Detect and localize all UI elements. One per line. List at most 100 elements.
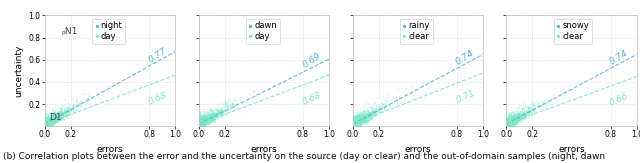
Point (90, 96, 100, 99)
Point (61, 107, 71, 110)
Point (502, 117, 512, 119)
Point (518, 117, 528, 120)
Point (204, 116, 214, 118)
Point (195, 119, 205, 122)
Point (351, 125, 361, 128)
Point (349, 123, 359, 125)
Point (364, 114, 374, 117)
Point (65, 110, 76, 113)
Point (503, 119, 513, 122)
Point (514, 118, 524, 121)
Point (42, 119, 52, 122)
Point (44, 120, 54, 123)
Point (58, 112, 68, 115)
Point (506, 123, 516, 126)
Point (196, 122, 207, 124)
Point (437, 66, 447, 68)
Point (205, 118, 216, 121)
Point (349, 121, 359, 124)
Point (508, 119, 518, 121)
Point (348, 117, 358, 120)
Point (515, 116, 525, 118)
Point (506, 121, 516, 124)
Point (508, 125, 518, 127)
Point (202, 114, 212, 117)
Point (353, 119, 363, 122)
Point (205, 115, 215, 117)
Point (505, 119, 515, 122)
Point (195, 123, 205, 126)
Point (357, 117, 367, 120)
Point (506, 125, 516, 128)
Point (350, 121, 360, 124)
Point (205, 107, 215, 110)
Point (369, 108, 380, 111)
Point (44, 122, 54, 124)
Point (41, 118, 51, 120)
Point (506, 111, 516, 113)
Point (56, 110, 66, 113)
Point (46, 123, 56, 126)
Point (519, 120, 529, 123)
Point (353, 122, 363, 125)
Point (220, 98, 230, 101)
Point (348, 119, 358, 121)
Point (202, 116, 212, 119)
Point (519, 115, 529, 117)
Point (502, 124, 513, 126)
Point (508, 113, 518, 116)
Point (195, 121, 205, 123)
Point (200, 116, 210, 118)
Point (371, 119, 381, 121)
Point (360, 114, 371, 116)
Point (196, 121, 207, 123)
Point (209, 111, 220, 113)
Point (206, 119, 216, 121)
Point (502, 125, 513, 128)
Point (354, 114, 364, 117)
Point (360, 113, 371, 115)
Point (205, 113, 215, 115)
Point (200, 118, 211, 121)
Point (54, 112, 65, 114)
Point (207, 108, 218, 111)
Point (357, 116, 367, 119)
Point (506, 125, 516, 128)
Point (56, 106, 66, 109)
Point (201, 118, 211, 120)
Point (563, 87, 573, 90)
Point (350, 123, 360, 125)
Point (388, 95, 399, 98)
Point (49, 114, 60, 117)
Point (352, 116, 362, 118)
Point (211, 105, 221, 108)
Point (506, 120, 516, 123)
Point (214, 113, 224, 116)
Point (349, 123, 359, 126)
Point (203, 118, 213, 120)
Point (198, 116, 209, 119)
Point (387, 90, 397, 93)
Point (43, 120, 53, 123)
Point (54, 119, 64, 121)
Point (353, 120, 363, 123)
Point (515, 112, 525, 114)
Point (368, 115, 378, 117)
Point (229, 104, 239, 107)
Point (503, 120, 513, 122)
Point (52, 119, 62, 121)
Point (199, 110, 209, 113)
Point (195, 125, 205, 128)
Point (204, 119, 214, 121)
Point (54, 113, 64, 115)
Point (520, 115, 530, 118)
Point (200, 119, 210, 121)
Point (202, 119, 212, 122)
Point (353, 119, 363, 122)
Point (196, 122, 207, 125)
Point (351, 118, 362, 120)
Point (504, 123, 515, 126)
Point (207, 110, 217, 112)
Point (227, 103, 237, 106)
Point (45, 122, 55, 125)
